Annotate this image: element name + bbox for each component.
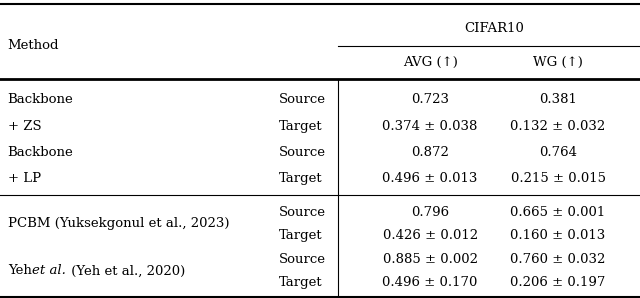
Text: 0.885 ± 0.002: 0.885 ± 0.002: [383, 253, 477, 266]
Text: 0.160 ± 0.013: 0.160 ± 0.013: [511, 229, 605, 242]
Text: Source: Source: [278, 253, 325, 266]
Text: Source: Source: [278, 146, 325, 159]
Text: 0.665 ± 0.001: 0.665 ± 0.001: [511, 206, 605, 219]
Text: Source: Source: [278, 206, 325, 219]
Text: 0.496 ± 0.013: 0.496 ± 0.013: [382, 172, 478, 185]
Text: Yeh: Yeh: [8, 264, 36, 277]
Text: AVG (↑): AVG (↑): [403, 56, 458, 69]
Text: 0.496 ± 0.170: 0.496 ± 0.170: [382, 276, 478, 289]
Text: (Yeh et al., 2020): (Yeh et al., 2020): [67, 264, 185, 277]
Text: + ZS: + ZS: [8, 119, 42, 133]
Text: 0.760 ± 0.032: 0.760 ± 0.032: [510, 253, 606, 266]
Text: 0.796: 0.796: [411, 206, 449, 219]
Text: + LP: + LP: [8, 172, 41, 185]
Text: Target: Target: [278, 172, 322, 185]
Text: PCBM (Yuksekgonul et al., 2023): PCBM (Yuksekgonul et al., 2023): [8, 217, 229, 230]
Text: 0.374 ± 0.038: 0.374 ± 0.038: [382, 119, 478, 133]
Text: 0.426 ± 0.012: 0.426 ± 0.012: [383, 229, 477, 242]
Text: Target: Target: [278, 229, 322, 242]
Text: et al.: et al.: [32, 264, 66, 277]
Text: Backbone: Backbone: [8, 93, 74, 106]
Text: 0.764: 0.764: [539, 146, 577, 159]
Text: 0.381: 0.381: [539, 93, 577, 106]
Text: 0.872: 0.872: [411, 146, 449, 159]
Text: Source: Source: [278, 93, 325, 106]
Text: Method: Method: [8, 39, 59, 52]
Text: 0.206 ± 0.197: 0.206 ± 0.197: [510, 276, 606, 289]
Text: 0.215 ± 0.015: 0.215 ± 0.015: [511, 172, 605, 185]
Text: Target: Target: [278, 276, 322, 289]
Text: WG (↑): WG (↑): [533, 56, 583, 69]
Text: Target: Target: [278, 119, 322, 133]
Text: Backbone: Backbone: [8, 146, 74, 159]
Text: 0.132 ± 0.032: 0.132 ± 0.032: [511, 119, 605, 133]
Text: CIFAR10: CIFAR10: [464, 22, 524, 35]
Text: 0.723: 0.723: [411, 93, 449, 106]
